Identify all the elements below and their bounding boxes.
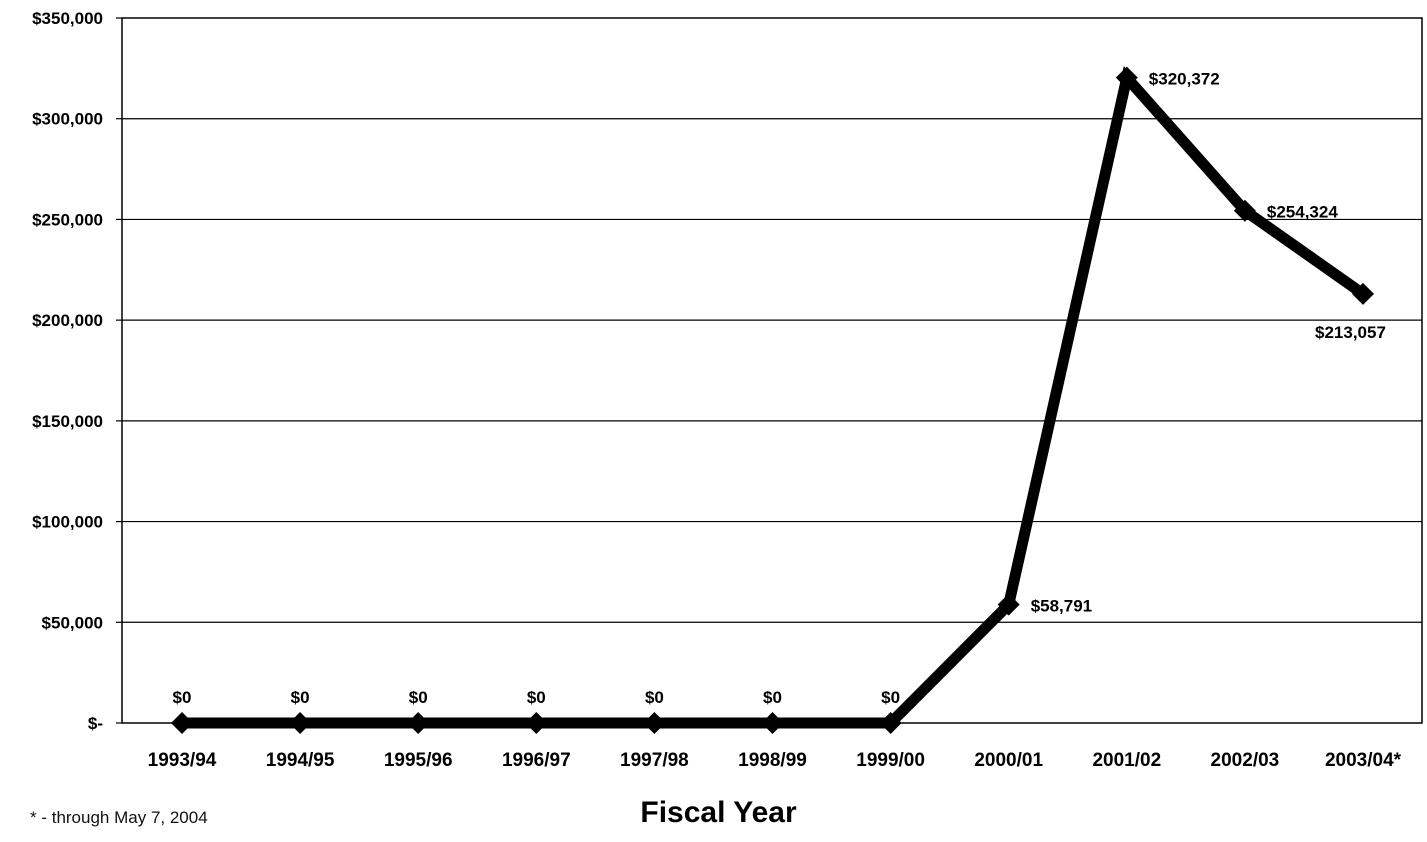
x-tick-label: 1995/96 <box>384 750 453 771</box>
data-point-marker <box>997 593 1020 616</box>
x-axis-title: Fiscal Year <box>640 796 797 829</box>
data-point-marker <box>1233 199 1256 222</box>
x-tick-label: 2000/01 <box>974 750 1043 771</box>
plot-area <box>121 17 1423 724</box>
data-point-marker <box>407 712 430 734</box>
data-labels: $0 $0 $0 $0 $0 $0 $0 $58,791 $320,372 $254,324 $21… <box>173 70 1386 707</box>
x-tick-label: 1999/00 <box>856 750 925 771</box>
x-tick-label: 2003/04* <box>1325 750 1402 771</box>
y-tick-label: $- <box>88 714 103 733</box>
data-point-marker <box>761 712 784 734</box>
y-tick-label: $100,000 <box>32 513 103 532</box>
markers <box>171 66 1374 734</box>
x-tick-label: 2001/02 <box>1092 750 1161 771</box>
x-tick-label: 1997/98 <box>620 750 689 771</box>
y-tick-label: $200,000 <box>32 311 103 330</box>
data-point-marker <box>1352 282 1374 305</box>
y-tick-label: $350,000 <box>32 9 103 28</box>
footnote: * - through May 7, 2004 <box>30 808 208 827</box>
data-point-marker <box>525 712 548 734</box>
y-tick-label: $300,000 <box>32 110 103 129</box>
data-label: $213,057 <box>1315 323 1386 342</box>
x-tick-label: 2002/03 <box>1211 750 1280 771</box>
data-point-marker <box>1115 66 1138 89</box>
data-label: $0 <box>645 688 664 707</box>
grid-lines <box>116 17 1422 724</box>
y-tick-label: $150,000 <box>32 412 103 431</box>
data-point-marker <box>643 712 666 734</box>
x-tick-label: 1996/97 <box>502 750 571 771</box>
data-label: $0 <box>173 688 192 707</box>
data-point-marker <box>879 712 902 734</box>
data-label: $0 <box>881 688 900 707</box>
data-label: $0 <box>409 688 428 707</box>
data-point-marker <box>171 712 193 734</box>
y-axis-tick-labels: $- $50,000 $100,000 $150,000 $200,000 $250,00… <box>32 9 103 733</box>
data-label: $0 <box>527 688 546 707</box>
data-label: $320,372 <box>1149 70 1220 89</box>
data-label: $254,324 <box>1267 203 1338 222</box>
data-label: $58,791 <box>1031 597 1092 616</box>
data-label: $0 <box>291 688 310 707</box>
x-axis-tick-labels: 1993/94 1994/95 1995/96 1996/97 1997/98 1998/… <box>148 750 1402 771</box>
y-tick-label: $250,000 <box>32 210 103 229</box>
data-label: $0 <box>763 688 782 707</box>
data-point-marker <box>289 712 312 734</box>
x-tick-label: 1994/95 <box>266 750 335 771</box>
x-tick-label: 1993/94 <box>148 750 217 771</box>
y-tick-label: $50,000 <box>42 613 103 632</box>
x-tick-label: 1998/99 <box>738 750 807 771</box>
